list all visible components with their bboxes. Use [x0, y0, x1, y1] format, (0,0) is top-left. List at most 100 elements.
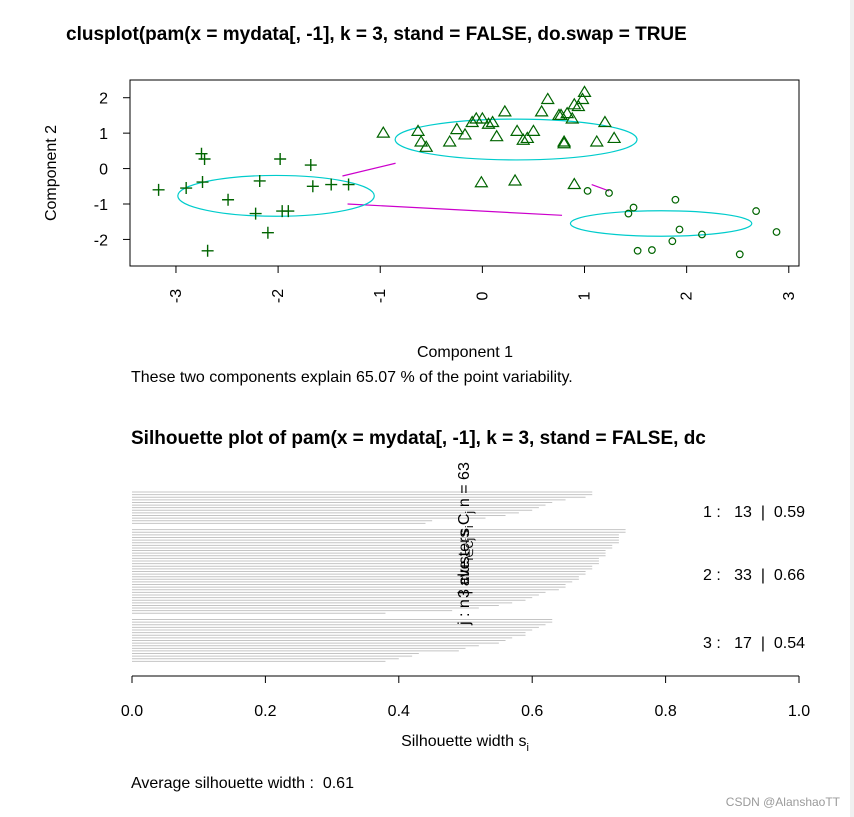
cluster-1-point	[152, 183, 165, 196]
cluster-2-point	[607, 131, 622, 144]
clusplot-y-tick-label: 0	[99, 162, 108, 179]
cluster-2-point	[419, 140, 434, 152]
silhouette-x-tick-label: 0.6	[521, 703, 543, 720]
clusplot-x-tick-label: -1	[372, 289, 389, 303]
silhouette-x-tick-label: 0.2	[254, 703, 276, 720]
cluster-2-point	[510, 124, 525, 136]
cluster-2-point	[474, 175, 489, 188]
silhouette-cluster-label-3: 3 : 17 | 0.54	[703, 635, 805, 652]
cluster-2-point	[481, 117, 496, 129]
cluster-2-point	[507, 173, 523, 186]
cluster-2-point	[457, 127, 473, 140]
cluster-2-point	[560, 106, 575, 119]
cluster-link-2	[347, 203, 563, 216]
cluster-3-point	[605, 189, 613, 197]
cluster-1-point	[201, 244, 214, 257]
cluster-1-point	[274, 153, 287, 166]
silhouette-x-tick-label: 0.4	[388, 703, 410, 720]
silhouette-title: Silhouette plot of pam(x = mydata[, -1],…	[131, 428, 706, 449]
cluster-1-point	[261, 226, 274, 239]
clusplot-subtitle: These two components explain 65.07 % of …	[131, 369, 573, 386]
silhouette-header-label-2: 3 clusters Cjn = 63	[456, 462, 476, 598]
clusplot-x-axis-label: Component 1	[417, 344, 513, 361]
silhouette-x-tick-label: 0.0	[121, 703, 143, 720]
silhouette-x-tick-label: 0.8	[654, 703, 676, 720]
cluster-ellipse-2	[394, 118, 638, 161]
cluster-2-point	[485, 115, 500, 128]
cluster-3-point	[772, 228, 781, 236]
cluster-3-point	[668, 237, 677, 246]
cluster-3-point	[624, 209, 633, 218]
watermark: CSDN @AlanshaoTT	[725, 795, 840, 809]
cluster-3-point	[675, 225, 684, 234]
cluster-2-point	[577, 85, 592, 97]
cluster-2-point	[575, 92, 590, 105]
silhouette-header-label: j : n | avei∈Cjsi	[456, 525, 476, 626]
cluster-2-point	[557, 134, 572, 147]
cluster-2-point	[520, 131, 535, 144]
cluster-2-point	[553, 108, 569, 121]
silhouette-cluster-label-1: 1 : 13 | 0.59	[703, 504, 805, 521]
clusplot-frame	[129, 79, 800, 267]
clusplot-x-tick-label: 0	[474, 291, 491, 300]
cluster-2-point	[526, 124, 541, 136]
cluster-1-point	[249, 207, 262, 220]
cluster-2-point	[376, 125, 391, 138]
cluster-2-point	[540, 92, 555, 105]
clusplot-y-tick-label: -2	[94, 232, 108, 249]
cluster-1-point	[282, 205, 295, 218]
cluster-2-point	[597, 115, 612, 128]
clusplot-x-tick-label: 3	[781, 291, 798, 300]
cluster-1-point	[180, 182, 193, 195]
cluster-1-point	[196, 176, 209, 189]
cluster-2-point	[469, 111, 484, 124]
cluster-2-point	[410, 124, 426, 136]
cluster-3-point	[671, 195, 680, 204]
cluster-2-point	[449, 122, 464, 135]
cluster-1-point	[306, 180, 319, 193]
cluster-link-3	[591, 183, 610, 192]
clusplot-x-tick-label: -3	[168, 289, 185, 303]
cluster-3-point	[583, 186, 592, 195]
cluster-ellipse-3	[569, 210, 753, 237]
cluster-2-point	[567, 177, 582, 190]
cluster-link-1	[342, 162, 396, 177]
cluster-2-point	[589, 134, 604, 147]
cluster-3-point	[698, 230, 706, 239]
cluster-2-point	[489, 129, 504, 142]
silhouette-x-tick-label: 1.0	[788, 703, 810, 720]
cluster-3-point	[752, 207, 761, 215]
clusplot-y-tick-label: 1	[99, 126, 108, 143]
clusplot-y-tick-label: 2	[99, 91, 108, 108]
cluster-2-point	[557, 136, 572, 149]
cluster-1-point	[342, 178, 355, 191]
cluster-2-point	[534, 104, 549, 117]
right-edge-strip	[850, 0, 854, 817]
cluster-1-point	[304, 159, 317, 172]
cluster-1-point	[195, 147, 208, 160]
clusplot-x-tick-label: 2	[679, 291, 696, 300]
silhouette-footer: Average silhouette width : 0.61	[131, 775, 354, 792]
cluster-1-point	[222, 193, 235, 206]
clusplot-area: -3 -2 -1 0 1 2 3 2 1 0 -1 -2	[94, 85, 798, 303]
cluster-3-point	[648, 246, 656, 254]
cluster-2-point	[465, 115, 480, 128]
clusplot-x-tick-label: 1	[577, 291, 594, 300]
silhouette-cluster-label-2: 2 : 33 | 0.66	[703, 567, 805, 584]
cluster-2-point	[497, 104, 512, 117]
cluster-2-point	[442, 134, 457, 147]
cluster-3-point	[735, 250, 744, 259]
clusplot-y-axis-label: Component 2	[43, 125, 60, 221]
cluster-3-point	[633, 246, 642, 255]
cluster-1-point	[325, 178, 338, 191]
cluster-2-point	[414, 134, 429, 147]
cluster-1-point	[253, 174, 266, 187]
cluster-2-point	[516, 133, 531, 145]
silhouette-area: 0.0 0.2 0.4 0.6 0.8 1.0	[121, 491, 810, 720]
clusplot-title: clusplot(pam(x = mydata[, -1], k = 3, st…	[66, 24, 687, 45]
cluster-1-point	[198, 153, 211, 166]
cluster-3-point	[629, 203, 638, 212]
cluster-ellipse-1	[177, 174, 375, 217]
cluster-2-point	[475, 111, 490, 124]
